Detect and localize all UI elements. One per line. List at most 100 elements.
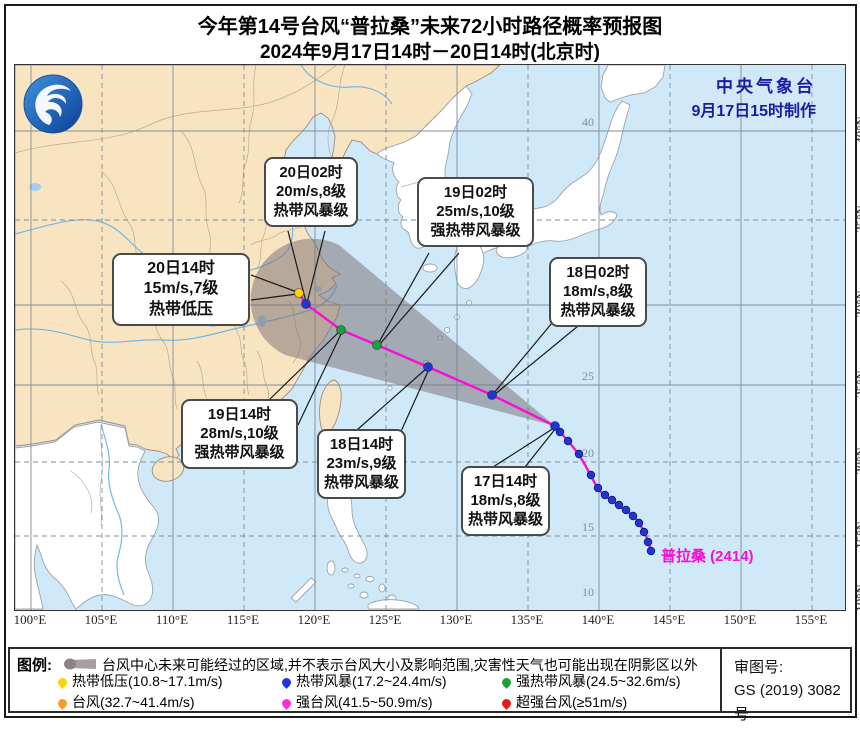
label-wind: 28m/s,10级 [200, 425, 279, 443]
label-wind: 25m/s,10级 [436, 203, 515, 221]
past-position-dot [621, 505, 631, 515]
category-dot-icon [500, 676, 513, 689]
map-review-number: 审图号: GS (2019) 3082号 [734, 656, 850, 726]
past-position-dot [563, 436, 573, 446]
category-dot-icon [280, 676, 293, 689]
label-wind: 15m/s,7级 [143, 280, 219, 298]
label-wind: 18m/s,8级 [470, 492, 541, 510]
review-number: GS (2019) 3082号 [734, 682, 841, 723]
page-subtitle: 2024年9月17日14时－20日14时(北京时) [259, 42, 601, 63]
lat-axis-label: 10°N [853, 584, 860, 612]
cone-description: 台风中心未来可能经过的区域,并不表示台风大小及影响范围,灾害性天气也可能出现在阴… [102, 657, 698, 673]
legend-item: 台风(32.7~41.4m/s) [56, 692, 195, 712]
mindanao-island [367, 599, 420, 610]
legend-item-label: 台风(32.7~41.4m/s) [72, 694, 195, 710]
jeju-island [422, 263, 438, 273]
mekong-river [100, 423, 125, 596]
hokkaido-island [600, 65, 666, 103]
legend-divider [720, 649, 722, 711]
category-dot-icon [56, 676, 69, 689]
forecast-label-20d02h: 20日02时 20m/s,8级 热带风暴级 [264, 157, 358, 227]
lon-axis-label: 115°E [226, 612, 260, 627]
label-wind: 18m/s,8级 [562, 283, 634, 301]
forecast-position-dot [372, 340, 382, 350]
label-time: 18日14时 [329, 436, 394, 453]
luzon-island [327, 488, 368, 564]
label-wind: 23m/s,9级 [326, 455, 397, 473]
grid-latitude-label: 20 [582, 446, 594, 460]
lat-axis-label: 35°N [853, 205, 860, 233]
philippine-island [353, 573, 361, 579]
past-position-dot [600, 490, 610, 500]
past-position-dot [643, 537, 653, 547]
ryukyu-island [387, 385, 393, 391]
forecast-position-dot [487, 390, 497, 400]
forecast-label-19d02h: 19日02时 25m/s,10级 强热带风暴级 [417, 177, 534, 247]
probability-cone [250, 238, 555, 426]
agency-name: 中央气象台 [716, 77, 816, 96]
philippine-island [347, 583, 355, 589]
forecast-position-dot [423, 362, 433, 372]
cone-legend-icon [64, 658, 96, 670]
past-position-dot [614, 500, 624, 510]
past-position-dot [639, 527, 649, 537]
taiwan-island [319, 379, 342, 434]
grid-latitude-label: 25 [582, 369, 594, 383]
page-title: 今年第14号台风“普拉桑”未来72小时路径概率预报图 [197, 16, 663, 38]
label-connectors [250, 230, 590, 468]
forecast-label-18d14h: 18日14时 23m/s,9级 热带风暴级 [317, 429, 406, 499]
legend-item-label: 热带风暴(17.2~24.4m/s) [296, 673, 447, 689]
ryukyu-island [443, 326, 451, 334]
past-position-dot [628, 511, 638, 521]
review-caption: 审图号: [734, 659, 784, 676]
label-time: 19日14时 [207, 406, 272, 423]
palawan-island [290, 577, 317, 603]
lon-axis-label: 150°E [723, 612, 757, 627]
label-category: 热带风暴级 [560, 302, 636, 320]
issue-time: 9月17日15时制作 [691, 103, 817, 120]
lat-axis-label: 40°N [853, 116, 860, 144]
ryukyu-island [465, 299, 473, 307]
forecast-label-19d14h: 19日14时 28m/s,10级 强热带风暴级 [181, 399, 298, 469]
label-time: 18日02时 [566, 264, 630, 281]
label-category: 热带低压 [148, 300, 213, 318]
label-category: 热带风暴级 [273, 202, 349, 220]
lat-axis-label: 25°N [853, 370, 860, 398]
legend-item: 热带低压(10.8~17.1m/s) [56, 671, 223, 691]
lon-axis-label: 100°E [13, 612, 47, 627]
lon-axis-label: 140°E [581, 612, 615, 627]
grid-latitude-label: 10 [582, 585, 594, 599]
category-dot-icon [280, 697, 293, 710]
legend-panel: 图例: 台风中心未来可能经过的区域,并不表示台风大小及影响范围,灾害性天气也可能… [8, 647, 852, 723]
past-position-dot [646, 546, 656, 556]
label-wind: 20m/s,8级 [275, 183, 347, 201]
lon-axis-label: 155°E [794, 612, 828, 627]
philippine-island [341, 567, 349, 573]
lon-axis-label: 110°E [155, 612, 189, 627]
lat-axis-label: 20°N [853, 447, 860, 475]
legend-caption: 图例: [17, 657, 52, 674]
label-time: 19日02时 [443, 184, 508, 201]
legend-item: 强台风(41.5~50.9m/s) [280, 692, 433, 712]
legend-item-label: 强台风(41.5~50.9m/s) [296, 694, 433, 710]
past-position-dot [634, 518, 644, 528]
legend-item: 强热带风暴(24.5~32.6m/s) [500, 671, 681, 691]
legend-item: 超强台风(≥51m/s) [500, 692, 628, 712]
forecast-label-17d14h: 17日14时 18m/s,8级 热带风暴级 [461, 466, 550, 536]
philippine-island [359, 591, 369, 599]
legend-item-label: 超强台风(≥51m/s) [516, 694, 628, 710]
lon-axis-label: 105°E [84, 612, 118, 627]
track-dots [294, 288, 656, 556]
category-dot-icon [500, 697, 513, 710]
philippine-island [365, 576, 375, 582]
label-time: 17日14时 [473, 473, 538, 490]
forecast-position-dot [301, 299, 311, 309]
forecast-position-dot [336, 325, 346, 335]
grid-latitude-label: 40 [582, 115, 594, 129]
indochina-peninsula [15, 421, 160, 610]
songhua-river [300, 65, 393, 105]
lat-axis-label: 30°N [853, 290, 860, 318]
map-canvas [14, 64, 846, 611]
label-category: 强热带风暴级 [430, 222, 521, 240]
legend-item-label: 热带低压(10.8~17.1m/s) [72, 673, 223, 689]
